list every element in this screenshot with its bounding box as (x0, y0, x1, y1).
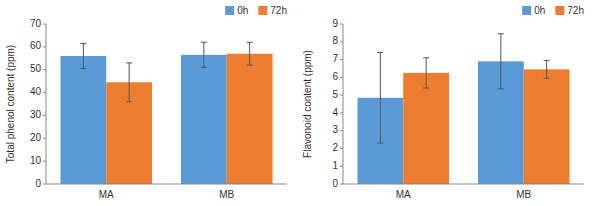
legend-label: 72h (270, 5, 287, 16)
y-tick (340, 112, 343, 113)
bar (60, 56, 106, 184)
y-tick (340, 184, 343, 185)
y-tick-label: 60 (30, 40, 42, 51)
x-tick-label: MB (219, 189, 234, 200)
x-tick-label: MA (396, 189, 411, 200)
y-tick (43, 46, 46, 47)
chart: 0 1 2 3 4 5 6 7 8 9 MA MB Flavonoid content (ppm) 0h 7… (297, 0, 594, 206)
bar (227, 54, 273, 184)
y-tick (340, 24, 343, 25)
y-tick (43, 184, 46, 185)
y-tick (43, 69, 46, 70)
y-tick (43, 138, 46, 139)
y-tick (43, 161, 46, 162)
error-bar (201, 42, 207, 67)
y-tick-label: 1 (332, 160, 338, 171)
y-tick-label: 7 (332, 53, 338, 64)
y-tick (340, 77, 343, 78)
figure: 010203040506070MAMBTotal phenol content … (0, 0, 595, 206)
y-axis (343, 24, 344, 184)
legend: 0h 72h (522, 5, 584, 16)
y-tick-label: 20 (30, 132, 42, 143)
error-bar (544, 60, 550, 78)
y-axis-label: Total phenol content (ppm) (5, 45, 16, 163)
y-tick (43, 24, 46, 25)
legend-label: 0h (534, 5, 545, 16)
y-axis-label: Flavonoid content (ppm) (302, 50, 313, 158)
x-axis (46, 184, 287, 185)
x-tick-label: MA (99, 189, 114, 200)
legend-label: 72h (567, 5, 584, 16)
y-tick-label: 0 (35, 178, 41, 189)
y-tick-label: 9 (332, 18, 338, 29)
bar (524, 69, 570, 184)
plot-area (60, 42, 272, 184)
y-tick-label: 2 (332, 142, 338, 153)
chart: 0 10 20 30 40 50 60 70 MA MB Total phenol content … (0, 0, 297, 206)
y-tick (340, 95, 343, 96)
y-tick (340, 41, 343, 42)
y-tick-label: 8 (332, 35, 338, 46)
y-tick-label: 50 (30, 63, 42, 74)
legend-swatch (258, 6, 267, 15)
legend-swatch (225, 6, 234, 15)
error-bar (80, 43, 86, 68)
y-tick-label: 10 (30, 155, 42, 166)
error-bar (377, 52, 383, 143)
y-tick (43, 92, 46, 93)
bar (181, 55, 227, 184)
x-tick-label: MB (516, 189, 531, 200)
y-tick-label: 6 (332, 71, 338, 82)
error-bar (126, 63, 132, 102)
y-tick (43, 115, 46, 116)
y-tick-label: 4 (332, 107, 338, 118)
legend-swatch (555, 6, 564, 15)
y-tick-label: 0 (332, 178, 338, 189)
y-tick (340, 130, 343, 131)
y-tick (340, 148, 343, 149)
x-axis (343, 184, 584, 185)
y-tick (340, 59, 343, 60)
y-tick-label: 40 (30, 86, 42, 97)
legend-label: 0h (237, 5, 248, 16)
y-tick-label: 70 (30, 18, 42, 29)
y-tick-label: 30 (30, 109, 42, 120)
legend: 0h 72h (225, 5, 287, 16)
y-tick (340, 166, 343, 167)
y-tick-label: 5 (332, 89, 338, 100)
plot-area (357, 34, 569, 184)
error-bar (247, 42, 253, 65)
y-tick-label: 3 (332, 124, 338, 135)
bar (403, 73, 449, 184)
y-axis (46, 24, 47, 184)
error-bar (423, 58, 429, 88)
legend-swatch (522, 6, 531, 15)
error-bar (498, 34, 504, 89)
